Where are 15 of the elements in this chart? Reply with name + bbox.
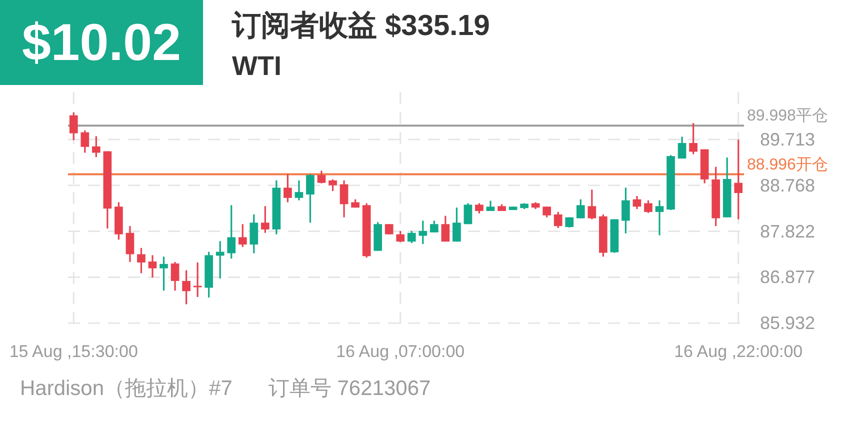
y-tick-label: 85.932 xyxy=(760,313,815,334)
x-tick-label: 16 Aug ,22:00:00 xyxy=(674,342,803,361)
y-tick-label: 87.822 xyxy=(760,221,815,242)
annotation: $10.02 xyxy=(22,16,182,68)
annotation: Hardison（拖拉机）#7 xyxy=(20,377,232,400)
chart-subtitle: WTI xyxy=(232,51,282,81)
annotation: 订单号 76213067 xyxy=(268,377,431,400)
x-tick-label: 16 Aug ,07:00:00 xyxy=(336,342,465,361)
ref-line-label: 89.998平仓 xyxy=(747,108,828,125)
x-tick-label: 15 Aug ,15:30:00 xyxy=(9,342,138,361)
y-tick-label: 89.713 xyxy=(760,129,815,150)
ref-line-label: 88.996开仓 xyxy=(747,156,828,174)
chart-title: 订阅者收益 $335.19 xyxy=(232,10,490,42)
y-tick-label: 88.768 xyxy=(760,175,815,196)
y-tick-label: 86.877 xyxy=(760,267,815,288)
